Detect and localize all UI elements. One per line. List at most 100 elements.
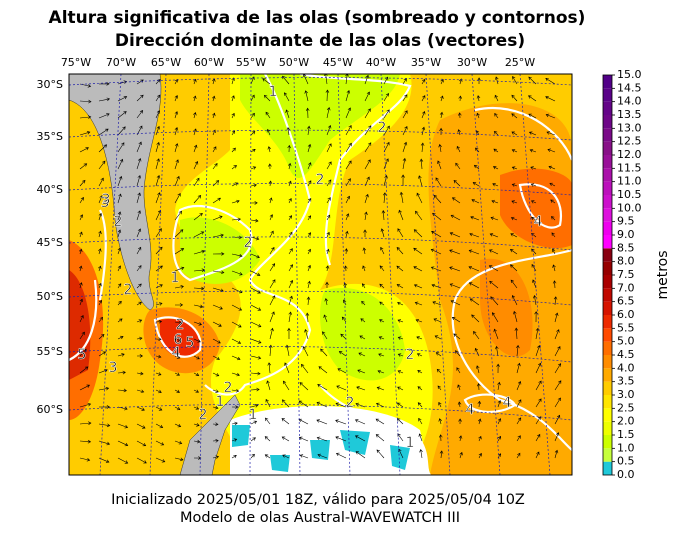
wave-vector bbox=[478, 435, 482, 442]
colorbar-tick-label: 4.5 bbox=[617, 348, 635, 361]
wave-vector bbox=[317, 384, 328, 391]
wave-vector bbox=[281, 399, 290, 408]
wave-vector bbox=[551, 248, 556, 255]
wave-vector bbox=[379, 265, 385, 272]
wave-vector bbox=[269, 197, 273, 204]
wave-vector bbox=[383, 175, 388, 187]
wave-vector bbox=[79, 315, 84, 323]
wave-vector bbox=[98, 97, 111, 102]
colorbar-segment bbox=[603, 408, 612, 422]
wave-vector bbox=[474, 347, 480, 357]
wave-vector bbox=[419, 448, 423, 459]
wave-vector bbox=[552, 280, 557, 289]
wave-vector bbox=[305, 107, 310, 119]
wave-vector bbox=[325, 265, 330, 272]
wave-vector bbox=[416, 353, 423, 357]
wave-vector bbox=[98, 351, 107, 357]
wave-vector bbox=[231, 253, 243, 258]
wave-vector bbox=[414, 301, 423, 306]
sea-ice-edge bbox=[232, 425, 410, 472]
lat-label: 35°S bbox=[37, 130, 63, 143]
wave-vector bbox=[250, 253, 260, 259]
wave-vector bbox=[174, 127, 179, 136]
wave-vector bbox=[468, 249, 480, 255]
contour-label: 4 bbox=[534, 214, 543, 230]
wave-vector bbox=[325, 281, 329, 289]
contour-label: 2 bbox=[346, 395, 355, 411]
wave-vector bbox=[355, 402, 366, 408]
wave-vector bbox=[79, 248, 83, 255]
wave-vector bbox=[231, 455, 237, 459]
colorbar-segment bbox=[603, 448, 612, 462]
wave-vector bbox=[79, 457, 91, 462]
wave-vector bbox=[136, 283, 142, 289]
wave-vector bbox=[437, 160, 442, 170]
wave-vector bbox=[431, 231, 442, 238]
colorbar-segment bbox=[603, 341, 612, 355]
wave-vector bbox=[117, 318, 123, 323]
wave-vector bbox=[325, 89, 330, 102]
wave-vector bbox=[155, 110, 161, 119]
wave-vector bbox=[476, 382, 481, 391]
wave-vector bbox=[136, 319, 143, 323]
wave-vector bbox=[117, 142, 125, 153]
colorbar-segment bbox=[603, 421, 612, 435]
wave-vector bbox=[250, 404, 259, 408]
wave-vector bbox=[473, 164, 480, 170]
wave-vector bbox=[155, 125, 160, 136]
contour-label: 6 bbox=[174, 332, 183, 348]
wave-vector bbox=[304, 90, 309, 102]
wave-vector bbox=[231, 388, 240, 393]
wave-vector bbox=[250, 420, 258, 425]
wave-vector bbox=[326, 179, 332, 187]
wave-vector bbox=[396, 402, 404, 408]
contour-label: 3 bbox=[102, 192, 111, 208]
wave-vector bbox=[287, 144, 292, 153]
wave-vector bbox=[554, 414, 561, 425]
wave-vector bbox=[362, 265, 366, 272]
wave-vector bbox=[174, 320, 183, 325]
wave-vector bbox=[478, 452, 482, 459]
wave-vector bbox=[345, 107, 352, 119]
wave-vector bbox=[413, 284, 423, 289]
wave-vector bbox=[554, 449, 559, 459]
wave-vector bbox=[345, 213, 350, 221]
contour-label: 1 bbox=[249, 407, 258, 423]
wave-vector bbox=[469, 232, 480, 238]
wave-vector bbox=[212, 338, 221, 344]
colorbar-tick-label: 6.5 bbox=[617, 295, 635, 308]
wave-vector bbox=[326, 106, 331, 119]
colorbar-tick-label: 12.0 bbox=[617, 148, 642, 161]
wave-vector bbox=[399, 191, 404, 204]
wave-vector bbox=[231, 217, 242, 222]
wave-vector bbox=[397, 370, 404, 374]
colorbar-tick-label: 6.0 bbox=[617, 308, 635, 321]
wave-vector bbox=[298, 436, 309, 442]
wave-vector bbox=[174, 389, 181, 393]
wave-vector bbox=[269, 279, 276, 289]
wave-vector bbox=[79, 331, 85, 340]
wave-vector bbox=[554, 346, 561, 357]
wave-vector bbox=[438, 401, 442, 408]
colorbar: 0.00.51.01.52.02.53.03.54.04.55.05.56.06… bbox=[602, 68, 642, 481]
wave-vector bbox=[155, 423, 164, 429]
wave-vector bbox=[193, 321, 203, 326]
lon-label: 30°W bbox=[457, 56, 487, 69]
wave-vector bbox=[379, 319, 385, 323]
wave-vector bbox=[511, 183, 518, 187]
wave-vector bbox=[535, 327, 540, 340]
wave-vector bbox=[288, 215, 292, 221]
wave-vector bbox=[456, 367, 461, 374]
wave-vector bbox=[79, 282, 83, 289]
colorbar-segment bbox=[603, 301, 612, 315]
wave-vector bbox=[117, 265, 122, 272]
wave-vector bbox=[493, 131, 499, 136]
wave-vector bbox=[250, 94, 255, 102]
colorbar-tick-label: 10.0 bbox=[617, 201, 642, 214]
wave-vector bbox=[212, 321, 222, 327]
wave-vector bbox=[553, 296, 558, 306]
wave-vector bbox=[174, 210, 183, 221]
wave-vector bbox=[554, 329, 560, 340]
colorbar-segment bbox=[603, 288, 612, 302]
wave-vector bbox=[477, 400, 482, 408]
